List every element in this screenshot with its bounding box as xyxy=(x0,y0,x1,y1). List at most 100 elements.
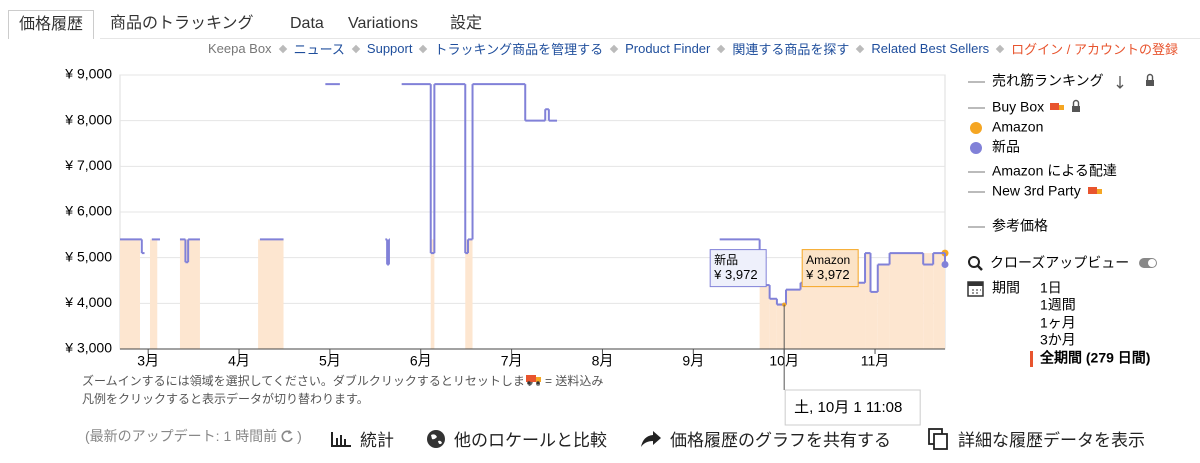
area-step xyxy=(877,264,890,349)
truck-icon xyxy=(526,375,541,385)
refresh-icon[interactable] xyxy=(279,428,295,444)
update-text: (最新のアップデート: 1 時間前 xyxy=(85,428,278,444)
legend-label[interactable]: New 3rd Party xyxy=(992,183,1081,199)
nav: Keepa Box ニュース Support トラッキング商品を管理する Pro… xyxy=(208,39,1178,58)
legend-label[interactable]: Amazon による配達 xyxy=(992,163,1117,179)
legend-label[interactable]: 参考価格 xyxy=(992,218,1048,234)
tooltip-box xyxy=(709,249,767,288)
y-tick-label: ¥ 8,000 xyxy=(64,111,112,127)
update-info: (最新のアップデート: 1 時間前 ) xyxy=(85,426,302,446)
area-step xyxy=(785,289,801,349)
tab[interactable]: 設定 xyxy=(450,15,483,32)
note: = 送料込み xyxy=(545,374,604,388)
update-text: ) xyxy=(297,428,302,444)
nav-link[interactable]: 関連する商品を探す xyxy=(732,42,850,57)
y-tick-label: ¥ 7,000 xyxy=(64,157,112,173)
globe-icon xyxy=(427,429,445,448)
area-step xyxy=(430,239,435,349)
tab[interactable]: Data xyxy=(290,15,324,32)
legend-label[interactable]: 新品 xyxy=(992,139,1020,155)
tooltip-value: ¥ 3,972 xyxy=(713,267,757,282)
range-option[interactable]: 1日 xyxy=(1040,280,1062,296)
nav-link[interactable]: Keepa Box xyxy=(207,41,272,56)
closeup-label: クローズアップビュー xyxy=(990,255,1129,271)
legend-dot xyxy=(970,122,982,134)
nav-link[interactable]: トラッキング商品を管理する xyxy=(434,42,604,57)
area-step xyxy=(933,253,945,349)
action-label: 他のロケールと比較 xyxy=(454,431,607,450)
action-button[interactable]: 価格履歴のグラフを共有する xyxy=(640,426,891,451)
nav-link[interactable]: Product Finder xyxy=(625,41,711,56)
legend-label[interactable]: 売れ筋ランキング xyxy=(992,73,1104,89)
tooltip-name: 新品 xyxy=(714,252,738,267)
area-step xyxy=(800,282,866,349)
tab[interactable]: 商品のトラッキング xyxy=(110,15,254,32)
range-option[interactable]: 全期間 (279 日間) xyxy=(1039,350,1150,366)
range-option[interactable]: 1ヶ月 xyxy=(1040,315,1076,331)
nav-link[interactable]: Support xyxy=(366,41,413,56)
area-step xyxy=(759,285,770,349)
tab[interactable]: Variations xyxy=(348,15,418,32)
legend-dot xyxy=(970,142,982,154)
area-step xyxy=(149,239,158,349)
y-tick-label: ¥ 4,000 xyxy=(64,294,112,310)
plot-layer: ¥ 3,000 ¥ 4,000 ¥ 5,000 ¥ 6,000 ¥ 7,000 ¥ 8,0… xyxy=(64,66,949,369)
x-tick-label: 3月 xyxy=(137,353,159,369)
date-tooltip xyxy=(784,389,921,426)
area-step xyxy=(179,239,200,349)
tooltip-box xyxy=(801,249,859,288)
action-button[interactable]: 統計 xyxy=(330,426,394,451)
action-label: 統計 xyxy=(360,431,394,450)
action-button[interactable]: 他のロケールと比較 xyxy=(426,426,607,451)
x-tick-label: 4月 xyxy=(228,353,250,369)
y-tick-label: ¥ 3,000 xyxy=(64,340,112,356)
range-option[interactable]: 3か月 xyxy=(1040,332,1076,348)
action-button[interactable]: 詳細な履歴データを表示 xyxy=(928,426,1145,451)
x-tick-label: 11月 xyxy=(861,353,890,369)
area-step xyxy=(769,298,777,349)
tab-border xyxy=(100,38,1200,39)
range-title: 期間 xyxy=(992,280,1020,296)
range-option[interactable]: 1週間 xyxy=(1040,297,1076,313)
legend-label[interactable]: Buy Box xyxy=(992,99,1044,115)
closeup-control[interactable]: クローズアップビュー xyxy=(968,255,1157,271)
area-step xyxy=(258,239,284,349)
x-tick-label: 5月 xyxy=(319,353,341,369)
nav-link[interactable]: ログイン / アカウントの登録 xyxy=(1011,42,1178,57)
legend-label[interactable]: Amazon xyxy=(992,119,1043,135)
tooltip-value: ¥ 3,972 xyxy=(805,267,849,282)
area-step xyxy=(865,253,871,349)
action-label: 価格履歴のグラフを共有する xyxy=(670,431,891,450)
x-tick-label: 6月 xyxy=(410,353,432,369)
action-label: 詳細な履歴データを表示 xyxy=(958,431,1145,450)
area-step xyxy=(120,239,140,349)
nav-link[interactable]: ニュース xyxy=(293,42,345,57)
y-tick-label: ¥ 9,000 xyxy=(64,66,112,82)
range-active-marker xyxy=(1030,351,1033,367)
area-step xyxy=(870,291,878,349)
date-tooltip-label: 土, 10月 1 11:08 xyxy=(794,399,902,416)
note: ズームインするには領域を選択してください。ダブルクリックするとリセットします。 xyxy=(82,374,548,388)
share-icon xyxy=(641,430,661,447)
stats-icon xyxy=(331,431,351,447)
tab[interactable]: 価格履歴 xyxy=(8,10,95,39)
area-series xyxy=(120,239,949,349)
x-tick-label: 9月 xyxy=(682,353,704,369)
copy-icon xyxy=(928,427,948,450)
nav-link[interactable]: Related Best Sellers xyxy=(871,41,990,56)
calendar-icon xyxy=(967,281,984,297)
lock-icons xyxy=(1050,73,1154,194)
tooltip-name: Amazon xyxy=(806,253,850,267)
area-step xyxy=(923,253,934,349)
note: 凡例をクリックすると表示データが切り替わります。 xyxy=(82,392,369,406)
area-step xyxy=(776,304,786,349)
x-tick-label: 7月 xyxy=(501,353,523,369)
area-step xyxy=(889,253,924,349)
y-tick-label: ¥ 6,000 xyxy=(64,203,112,219)
area-step xyxy=(465,239,473,349)
y-tick-label: ¥ 5,000 xyxy=(64,248,112,264)
x-tick-label: 8月 xyxy=(592,353,614,369)
